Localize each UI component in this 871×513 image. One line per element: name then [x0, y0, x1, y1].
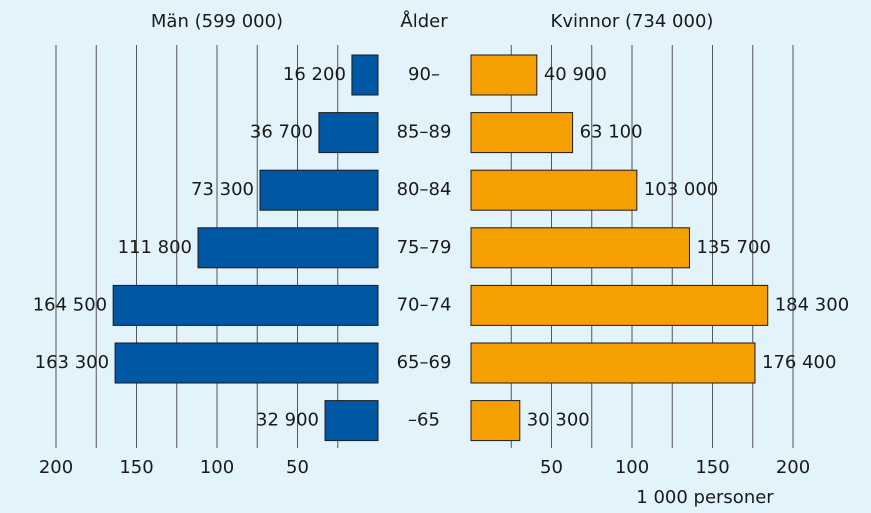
data-label: 163 300	[35, 352, 109, 373]
category-label: 65–69	[397, 352, 452, 373]
x-tick-label: 100	[200, 457, 234, 478]
data-label: 40 900	[544, 64, 607, 85]
category-label: 80–84	[397, 179, 452, 200]
data-label: 36 700	[250, 122, 313, 143]
data-label: 164 500	[33, 294, 107, 315]
bar	[470, 284, 769, 326]
x-tick-label: 100	[615, 457, 649, 478]
data-label: 103 000	[644, 179, 718, 200]
category-label: 75–79	[397, 237, 452, 258]
x-tick-label: 200	[39, 457, 73, 478]
bar	[259, 169, 379, 211]
bar	[470, 227, 690, 269]
bar	[470, 400, 521, 442]
bar	[197, 227, 379, 269]
category-label: 70–74	[397, 294, 452, 315]
data-label: 63 100	[580, 122, 643, 143]
x-tick-label: 50	[540, 457, 563, 478]
bar	[470, 342, 756, 384]
data-label: 111 800	[118, 237, 192, 258]
bar	[470, 169, 638, 211]
data-label: 30 300	[527, 410, 590, 431]
bar	[324, 400, 379, 442]
data-label: 176 400	[762, 352, 836, 373]
bar	[114, 342, 379, 384]
bar	[470, 112, 574, 154]
bar	[318, 112, 379, 154]
x-axis-title: 1 000 personer	[636, 487, 774, 508]
data-label: 135 700	[696, 237, 770, 258]
data-label: 16 200	[283, 64, 346, 85]
data-label: 32 900	[256, 410, 319, 431]
legend-label: Män (599 000)	[151, 11, 283, 32]
data-label: 73 300	[191, 179, 254, 200]
category-axis-title: Ålder	[400, 10, 448, 32]
category-label: 85–89	[397, 122, 452, 143]
bar	[351, 54, 379, 96]
x-tick-label: 150	[695, 457, 729, 478]
legend-label: Kvinnor (734 000)	[551, 11, 714, 32]
category-label: 90–	[408, 64, 440, 85]
data-label: 184 300	[775, 294, 849, 315]
bar	[470, 54, 538, 96]
x-tick-label: 50	[286, 457, 309, 478]
x-tick-label: 150	[119, 457, 153, 478]
category-label: –65	[408, 410, 440, 431]
bar	[112, 284, 379, 326]
x-tick-label: 200	[776, 457, 810, 478]
